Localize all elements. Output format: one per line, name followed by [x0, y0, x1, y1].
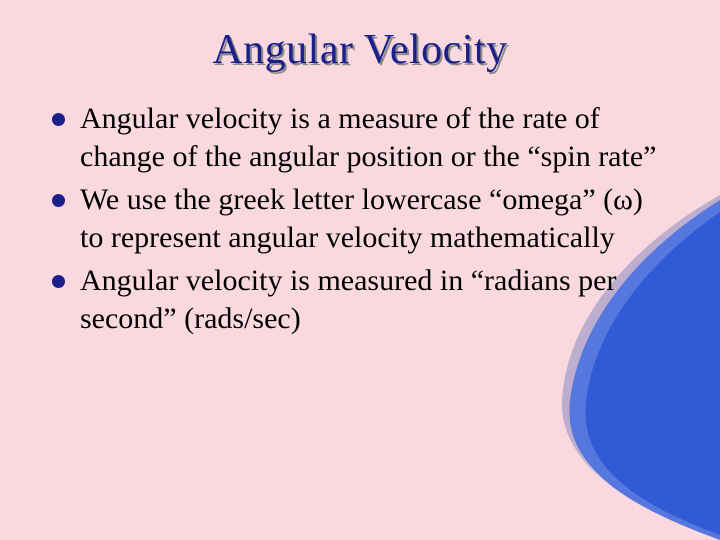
slide-body: Angular velocity is a measure of the rat…: [52, 100, 660, 343]
bullet-dot-icon: [52, 275, 65, 288]
title-text: Angular Velocity: [212, 27, 507, 73]
bullet-item: We use the greek letter lowercase “omega…: [52, 181, 660, 256]
bullet-item: Angular velocity is a measure of the rat…: [52, 100, 660, 175]
slide: Angular Velocity Angular Velocity Angula…: [0, 0, 720, 540]
bullet-text: Angular velocity is a measure of the rat…: [80, 102, 656, 173]
bullet-text: We use the greek letter lowercase “omega…: [80, 183, 643, 254]
bullet-text: Angular velocity is measured in “radians…: [80, 264, 616, 335]
bullet-dot-icon: [52, 194, 65, 207]
slide-title: Angular Velocity Angular Velocity: [0, 26, 720, 74]
bullet-item: Angular velocity is measured in “radians…: [52, 262, 660, 337]
bullet-dot-icon: [52, 113, 65, 126]
